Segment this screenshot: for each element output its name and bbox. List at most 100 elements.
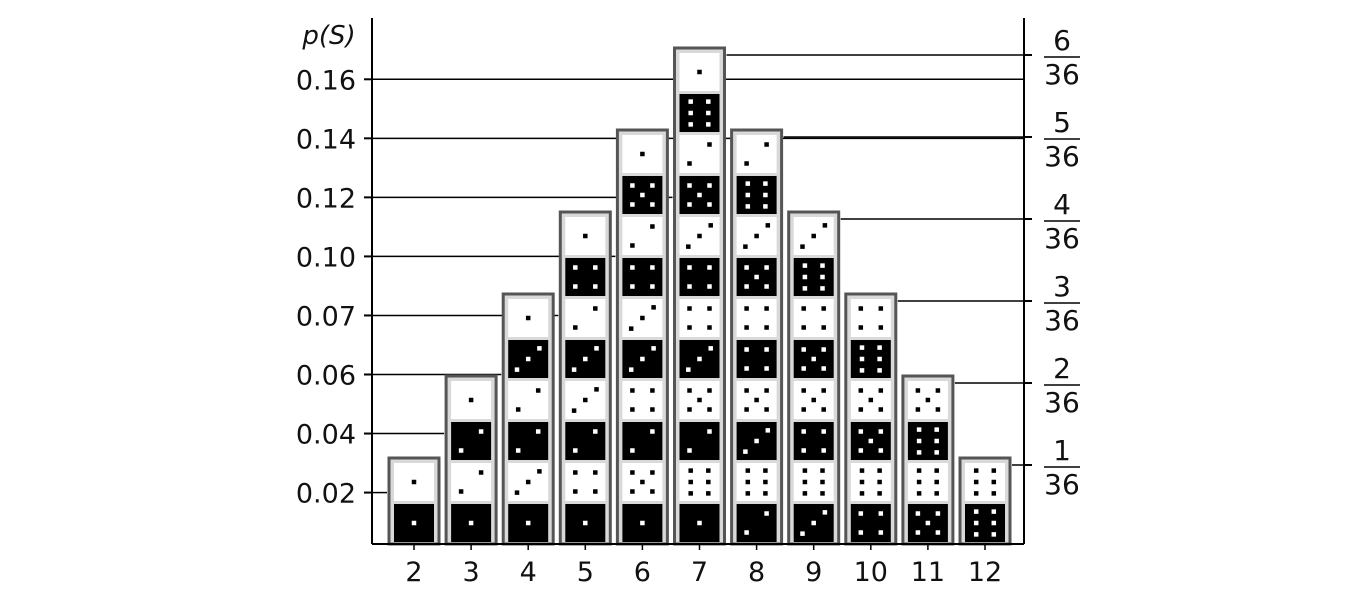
die-pip (878, 325, 884, 330)
die-pip (764, 142, 769, 147)
die-pip (573, 470, 578, 475)
die-pip (925, 520, 931, 526)
die-pip (744, 306, 749, 311)
die-pip (708, 223, 713, 228)
die-dark (565, 258, 606, 296)
die-pip (916, 438, 922, 444)
die-pip (991, 491, 997, 496)
die-dark (679, 258, 720, 296)
die-pip (934, 468, 939, 473)
die-pip (915, 530, 921, 535)
die-pip (821, 388, 826, 393)
die-pip (573, 325, 578, 330)
bar (730, 128, 784, 546)
die-pip (973, 491, 979, 496)
die-pip (687, 161, 692, 166)
die-pip (650, 470, 655, 475)
die-pip (801, 388, 806, 393)
die-pip (687, 306, 692, 311)
die-pip (535, 388, 541, 393)
die-pip (650, 265, 655, 270)
die-pip (764, 347, 769, 352)
die-pip (802, 263, 808, 268)
die-pip (707, 142, 712, 147)
die-pip (877, 368, 882, 373)
die-dark (736, 340, 777, 378)
die-dark (793, 422, 834, 460)
die-pip (650, 407, 655, 412)
die-pip (764, 388, 769, 393)
die-dark (736, 504, 777, 542)
die-pip (745, 479, 751, 485)
die-pip (706, 110, 711, 116)
die-pip (708, 346, 713, 351)
die-pip (859, 468, 865, 473)
die-pip (991, 532, 997, 537)
die-light (736, 299, 777, 337)
die-pip (877, 356, 882, 362)
die-pip (687, 407, 692, 412)
die-dark (622, 258, 663, 296)
die-pip (744, 347, 749, 352)
die-pip (458, 489, 464, 494)
die-dark (736, 176, 777, 214)
die-pip (801, 448, 806, 453)
die-pip (915, 511, 921, 516)
die-pip (858, 448, 864, 453)
die-pip (707, 284, 712, 289)
die-pip (868, 397, 874, 403)
die-pip (651, 305, 656, 310)
die-pip (686, 367, 691, 372)
die-dark (850, 504, 891, 542)
die-pip (687, 183, 692, 188)
die-dark (565, 422, 606, 460)
die-pip (525, 520, 531, 526)
y-tick-label: 0.06 (296, 360, 356, 391)
die-pip (514, 367, 520, 372)
y-tick-label: 0.04 (296, 420, 356, 451)
die-pip (821, 347, 826, 352)
die-pip (706, 468, 711, 473)
die-pip (801, 429, 806, 434)
die-pip (743, 449, 748, 454)
die-pip (745, 192, 751, 198)
die-pip (991, 468, 997, 473)
die-light (565, 463, 606, 501)
die-pip (697, 397, 702, 403)
die-pip (764, 511, 769, 516)
die-pip (801, 306, 806, 311)
die-pip (764, 306, 769, 311)
die-light (679, 299, 720, 337)
right-tick-denominator: 36 (1044, 468, 1080, 501)
die-pip (630, 284, 635, 289)
die-pip (640, 520, 645, 526)
bar (901, 374, 955, 546)
right-tick-numerator: 3 (1053, 270, 1071, 303)
die-pip (973, 468, 979, 473)
die-pip (916, 491, 922, 496)
die-pip (934, 479, 939, 485)
die-light (679, 463, 720, 501)
die-pip (858, 511, 864, 516)
die-pip (468, 520, 474, 526)
die-pip (764, 284, 769, 289)
x-tick-label: 8 (748, 557, 765, 588)
die-pip (515, 448, 521, 453)
bar (673, 46, 726, 546)
die-pip (650, 202, 655, 207)
y-tick-label: 0.02 (296, 479, 356, 510)
die-pip (650, 284, 655, 289)
x-tick-label: 7 (691, 557, 708, 588)
die-pip (630, 183, 635, 188)
bar (501, 292, 555, 546)
die-pip (858, 429, 864, 434)
die-pip (743, 244, 748, 249)
die-pip (478, 429, 484, 434)
die-pip (820, 468, 825, 473)
die-dark (622, 422, 663, 460)
die-pip (707, 202, 712, 207)
die-pip (764, 325, 769, 330)
right-tick-numerator: 4 (1053, 188, 1071, 221)
die-pip (763, 479, 768, 485)
die-pip (878, 448, 884, 453)
